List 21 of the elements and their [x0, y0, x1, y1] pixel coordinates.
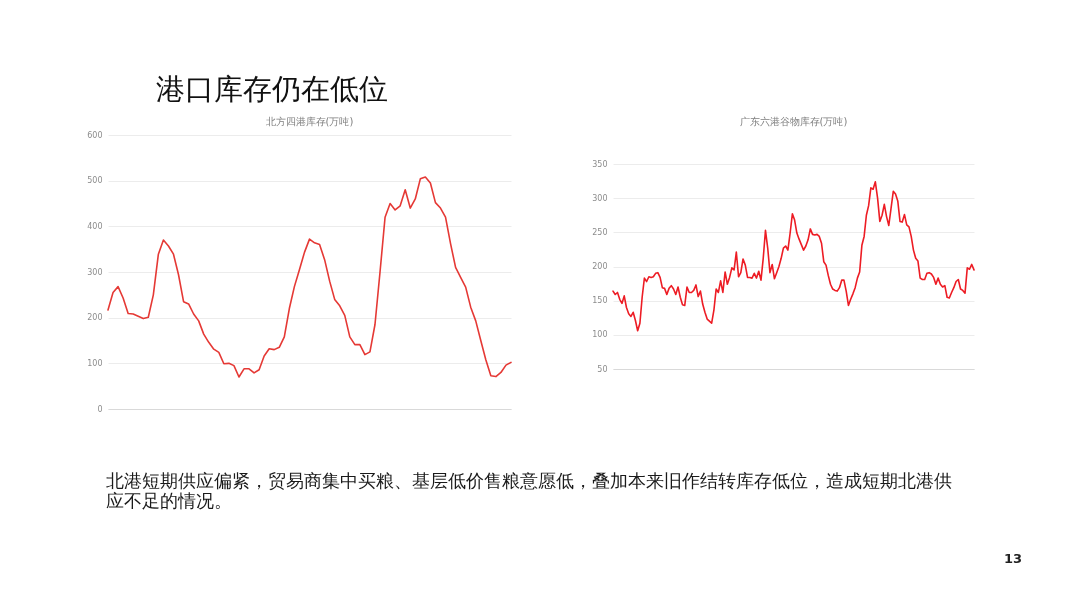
y-tick-label: 500 [87, 176, 103, 186]
y-tick-label: 0 [97, 404, 103, 414]
chart-title: 北方四港库存(万吨) [265, 116, 354, 127]
y-tick-label: 150 [592, 296, 608, 306]
text: 港口库存仍在低位 [156, 72, 388, 106]
y-tick-label: 200 [592, 262, 608, 271]
chart-title: 广东六港谷物库存(万吨) [739, 116, 848, 127]
text: 13 [1003, 551, 1023, 566]
text: 北港短期供应偏紧，贸易商集中买粮、基层低价售粮意愿低，叠加本来旧作结转库存低位，造成短期北港供应不足的情况。 [106, 471, 952, 511]
y-tick-label: 600 [87, 130, 103, 140]
line-series [612, 180, 975, 332]
y-tick-label: 100 [592, 330, 608, 340]
y-tick-label: 50 [597, 364, 608, 374]
y-tick-label: 250 [592, 227, 608, 237]
y-tick-label: 300 [592, 193, 608, 203]
y-tick-label: 100 [87, 358, 103, 368]
y-tick-label: 300 [87, 267, 103, 277]
line-series [107, 176, 512, 378]
y-tick-label: 200 [87, 313, 103, 323]
y-tick-label: 400 [87, 221, 103, 231]
y-tick-label: 350 [592, 159, 608, 169]
